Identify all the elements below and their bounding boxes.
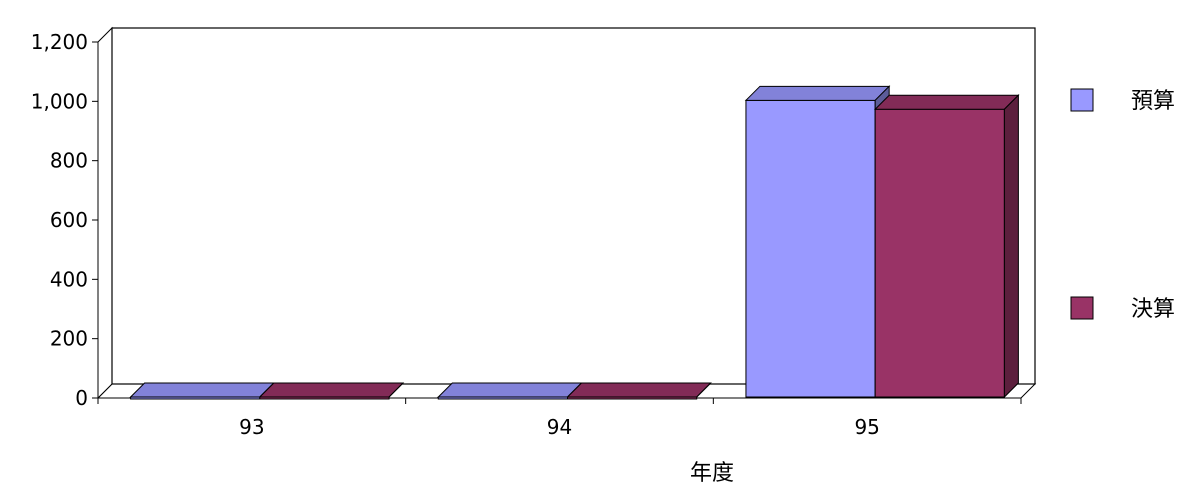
x-axis-title: 年度	[690, 461, 734, 486]
x-tick-labels: 93 94 95	[239, 415, 880, 439]
bar	[874, 108, 1005, 398]
legend-label: 預算	[1131, 89, 1175, 114]
y-tick-label: 1,000	[31, 89, 88, 113]
legend-label: 決算	[1131, 297, 1175, 322]
bar-top	[258, 382, 405, 398]
y-tick-label: 1,200	[31, 30, 88, 54]
bar-side	[1003, 94, 1019, 399]
y-tick-label: 600	[50, 208, 88, 232]
y-tick-labels: 0 200 400 600 800 1,000 1,200	[31, 30, 88, 410]
bar-top	[437, 382, 583, 398]
legend-item: 預算	[1070, 88, 1175, 114]
y-tick-label: 400	[50, 267, 88, 291]
y-tick-label: 200	[50, 327, 88, 351]
bar-top	[744, 85, 891, 101]
bar-side	[388, 382, 404, 398]
legend-swatch	[1070, 88, 1094, 112]
y-tick-label: 800	[50, 149, 88, 173]
bar-side	[696, 382, 712, 398]
bar-top	[566, 382, 712, 398]
x-tick-label: 94	[547, 415, 572, 439]
legend-swatch	[1070, 296, 1094, 320]
bar-top	[129, 382, 276, 398]
legend-item: 決算	[1070, 296, 1175, 322]
y-tick-label: 0	[75, 386, 88, 410]
bar-top	[873, 94, 1020, 110]
x-tick-label: 95	[854, 415, 879, 439]
bars	[129, 85, 1020, 400]
left-wall	[97, 26, 113, 400]
x-tick-label: 93	[239, 415, 264, 439]
bar	[745, 99, 876, 398]
